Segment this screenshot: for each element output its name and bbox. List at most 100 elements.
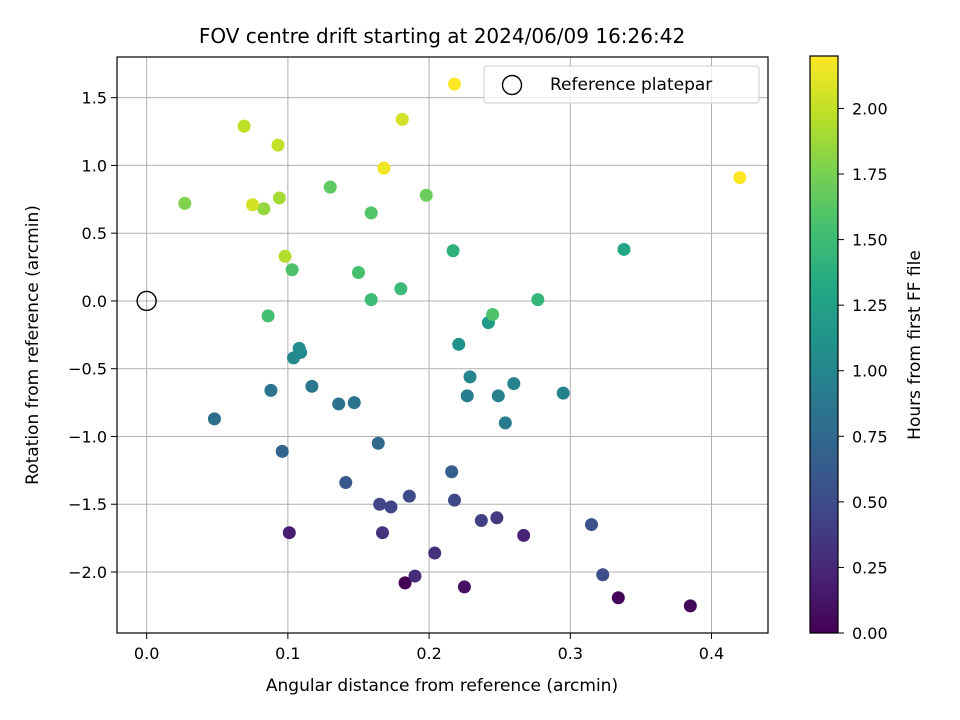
data-point <box>257 202 271 216</box>
colorbar-tick-label: 0.00 <box>852 624 888 643</box>
data-point <box>507 377 521 391</box>
colorbar-label: Hours from first FF file <box>905 250 925 440</box>
data-point <box>448 493 462 507</box>
x-tick-label: 0.1 <box>275 644 300 663</box>
data-point <box>264 383 278 397</box>
y-axis-ticks: −2.0 −1.5 −1.0 −0.5 0.0 0.5 1.0 1.5 <box>68 89 117 582</box>
data-point <box>272 191 286 205</box>
x-tick-label: 0.0 <box>134 644 159 663</box>
data-point <box>237 119 251 133</box>
data-point <box>556 386 570 400</box>
data-point <box>617 242 631 256</box>
y-tick-label: −1.5 <box>68 495 107 514</box>
data-point <box>375 526 389 540</box>
grid-lines <box>117 57 768 633</box>
colorbar-frame <box>809 55 839 634</box>
y-tick-label: 0.5 <box>82 224 107 243</box>
colorbar-tick-label: 0.50 <box>852 493 888 512</box>
data-point <box>733 171 747 185</box>
y-tick-label: −0.5 <box>68 360 107 379</box>
data-point <box>347 396 361 410</box>
data-point <box>452 337 466 351</box>
data-point <box>323 180 337 194</box>
x-tick-label: 0.3 <box>558 644 583 663</box>
y-tick-label: 1.5 <box>82 89 107 108</box>
y-tick-label: 0.0 <box>82 292 107 311</box>
y-tick-label: 1.0 <box>82 156 107 175</box>
data-point <box>490 511 504 525</box>
data-point <box>531 293 545 307</box>
plot-frame <box>116 56 769 634</box>
data-point <box>486 308 500 322</box>
colorbar-tick-label: 1.75 <box>852 165 888 184</box>
chart-title: FOV centre drift starting at 2024/06/09 … <box>199 24 685 48</box>
data-point <box>271 138 285 152</box>
legend: Reference platepar <box>483 65 760 104</box>
data-point <box>419 188 433 202</box>
legend-label-reference: Reference platepar <box>550 75 712 95</box>
data-point <box>596 568 610 582</box>
data-point <box>285 263 299 277</box>
data-point <box>364 206 378 220</box>
x-tick-label: 0.2 <box>416 644 441 663</box>
data-point <box>178 196 192 210</box>
data-point <box>282 526 296 540</box>
data-point <box>339 476 353 490</box>
data-point <box>463 370 477 384</box>
colorbar-tick-label: 0.25 <box>852 558 888 577</box>
data-point <box>611 591 625 605</box>
legend-box <box>483 65 760 104</box>
data-point <box>498 416 512 430</box>
data-point <box>377 161 391 175</box>
colorbar-tick-label: 1.50 <box>852 231 888 250</box>
colorbar-tick-label: 2.00 <box>852 99 888 118</box>
y-tick-label: −1.0 <box>68 427 107 446</box>
legend-marker-reference <box>501 74 523 96</box>
data-point <box>402 489 416 503</box>
data-point <box>278 249 292 263</box>
colorbar-tick-label: 1.25 <box>852 296 888 315</box>
x-axis-label: Angular distance from reference (arcmin) <box>266 676 618 696</box>
data-point <box>351 265 365 279</box>
data-point <box>332 397 346 411</box>
data-point <box>408 569 422 583</box>
data-point <box>491 389 505 403</box>
reference-platepar-marker <box>136 290 157 312</box>
data-point <box>428 546 442 560</box>
data-point <box>474 514 488 528</box>
data-point <box>460 389 474 403</box>
data-point <box>398 576 412 590</box>
data-point <box>305 379 319 393</box>
data-point <box>207 412 221 426</box>
data-point <box>394 282 408 296</box>
data-point <box>364 293 378 307</box>
data-point <box>261 309 275 323</box>
data-point <box>292 341 306 355</box>
x-tick-label: 0.4 <box>699 644 724 663</box>
y-axis-label: Rotation from reference (arcmin) <box>23 205 43 485</box>
data-point <box>584 518 598 532</box>
data-points <box>178 77 747 613</box>
data-point <box>683 599 697 613</box>
colorbar: 0.00 0.25 0.50 0.75 1.00 1.25 1.50 1.75 2.00 Hou… <box>809 55 925 643</box>
data-point <box>448 77 462 91</box>
colorbar-tick-label: 0.75 <box>852 427 888 446</box>
data-point <box>457 580 471 594</box>
data-point <box>395 112 409 126</box>
data-point <box>246 198 260 212</box>
reference-marker-layer <box>136 290 157 312</box>
colorbar-tick-label: 1.00 <box>852 362 888 381</box>
colorbar-gradient <box>810 56 838 633</box>
colorbar-ticks: 0.00 0.25 0.50 0.75 1.00 1.25 1.50 1.75 2.00 <box>838 99 888 643</box>
data-point <box>384 500 398 514</box>
x-axis-ticks: 0.0 0.1 0.2 0.3 0.4 <box>134 633 724 663</box>
data-point <box>517 528 531 542</box>
data-point <box>371 436 385 450</box>
plot-area: 0.0 0.1 0.2 0.3 0.4 −2.0 −1.5 −1.0 −0.5 0.0 0.5 1.… <box>68 56 769 663</box>
data-point <box>275 444 289 458</box>
data-point <box>445 465 459 479</box>
y-tick-label: −2.0 <box>68 563 107 582</box>
data-point <box>446 244 460 258</box>
data-point <box>373 497 387 511</box>
